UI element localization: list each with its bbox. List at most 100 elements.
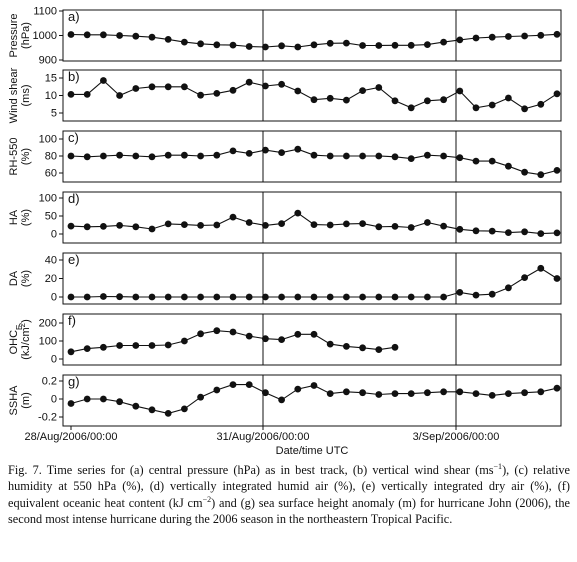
data-point: [310, 382, 318, 389]
data-point: [197, 152, 205, 160]
data-point: [116, 151, 123, 159]
y-tick-label: 40: [45, 255, 57, 267]
y-axis-label-line2: (kJ/cm2): [18, 319, 33, 360]
data-point: [67, 293, 75, 301]
data-point: [83, 223, 91, 231]
data-point: [440, 388, 447, 396]
data-point: [164, 36, 172, 43]
data-point: [164, 220, 172, 228]
data-point: [375, 42, 383, 49]
data-point: [148, 225, 156, 233]
data-point: [343, 96, 350, 104]
data-point: [262, 389, 269, 397]
data-point: [505, 33, 512, 40]
data-point: [472, 157, 480, 165]
data-point: [100, 31, 107, 39]
data-point: [310, 221, 318, 229]
data-point: [148, 406, 156, 414]
data-point: [537, 230, 545, 238]
data-point: [197, 222, 205, 229]
data-point: [505, 284, 512, 292]
data-point: [407, 390, 415, 397]
data-point: [472, 104, 480, 112]
y-tick-label: 0.2: [42, 376, 57, 388]
y-axis-label-line2: (%): [20, 270, 32, 287]
data-point: [294, 385, 302, 393]
data-point: [132, 342, 140, 349]
data-point: [116, 342, 123, 349]
data-point: [391, 343, 399, 351]
data-point: [181, 151, 188, 159]
data-point: [197, 330, 205, 338]
data-point: [148, 153, 156, 161]
data-point: [488, 157, 496, 165]
data-point: [407, 41, 415, 49]
data-point: [245, 293, 253, 301]
data-point: [278, 80, 285, 88]
data-point: [100, 223, 107, 230]
data-point: [67, 31, 75, 38]
data-point: [164, 341, 172, 349]
y-axis-label: Wind shear: [8, 67, 20, 123]
data-point: [472, 291, 480, 299]
data-point: [343, 39, 350, 47]
series-line: [70, 384, 558, 414]
caption-part-2: ), (c) relative humidity at 550 hPa (%),…: [8, 463, 570, 510]
x-tick-label: 3/Sep/2006/00:00: [413, 431, 500, 443]
data-point: [310, 293, 318, 301]
data-point: [262, 146, 269, 154]
data-point: [148, 293, 156, 301]
data-point: [278, 336, 285, 343]
data-point: [456, 36, 464, 44]
data-point: [213, 221, 221, 229]
data-point: [164, 151, 172, 159]
caption-sup-1: −1: [493, 461, 503, 471]
data-point: [213, 293, 221, 301]
data-point: [310, 96, 318, 104]
data-point: [456, 225, 464, 233]
data-point: [553, 167, 561, 174]
data-point: [407, 104, 415, 112]
data-point: [553, 229, 561, 237]
data-point: [456, 388, 464, 396]
data-point: [310, 330, 318, 338]
data-point: [67, 400, 75, 407]
data-point: [505, 162, 512, 170]
data-point: [181, 293, 188, 301]
y-axis-label: SSHA: [8, 385, 20, 416]
data-point: [132, 32, 140, 40]
data-point: [456, 289, 464, 296]
data-point: [278, 149, 285, 157]
y-axis-label-line2: (m): [20, 392, 32, 409]
data-point: [375, 223, 383, 231]
data-point: [424, 389, 431, 397]
data-point: [83, 345, 91, 352]
figure-caption: Fig. 7. Time series for (a) central pres…: [8, 462, 570, 527]
data-point: [197, 293, 205, 301]
series-line: [71, 267, 558, 298]
data-point: [407, 155, 415, 163]
data-point: [424, 151, 431, 159]
data-point: [375, 346, 383, 353]
data-point: [245, 219, 253, 226]
series-line: [71, 79, 558, 110]
data-point: [343, 220, 350, 228]
data-point: [424, 219, 431, 226]
panel-frame: [62, 69, 562, 122]
data-point: [262, 335, 269, 343]
y-tick-label: 1000: [33, 30, 57, 42]
data-point: [229, 147, 237, 155]
data-point: [343, 343, 350, 350]
data-point: [100, 293, 107, 300]
data-point: [116, 222, 123, 229]
data-point: [359, 152, 366, 160]
y-tick-label: -0.2: [38, 412, 57, 424]
data-point: [213, 386, 221, 394]
data-point: [262, 222, 269, 229]
caption-part-1: Fig. 7. Time series for (a) central pres…: [8, 463, 494, 477]
data-point: [181, 405, 188, 413]
data-point: [440, 38, 447, 46]
data-point: [164, 410, 172, 417]
data-point: [116, 92, 123, 99]
data-point: [326, 340, 334, 348]
